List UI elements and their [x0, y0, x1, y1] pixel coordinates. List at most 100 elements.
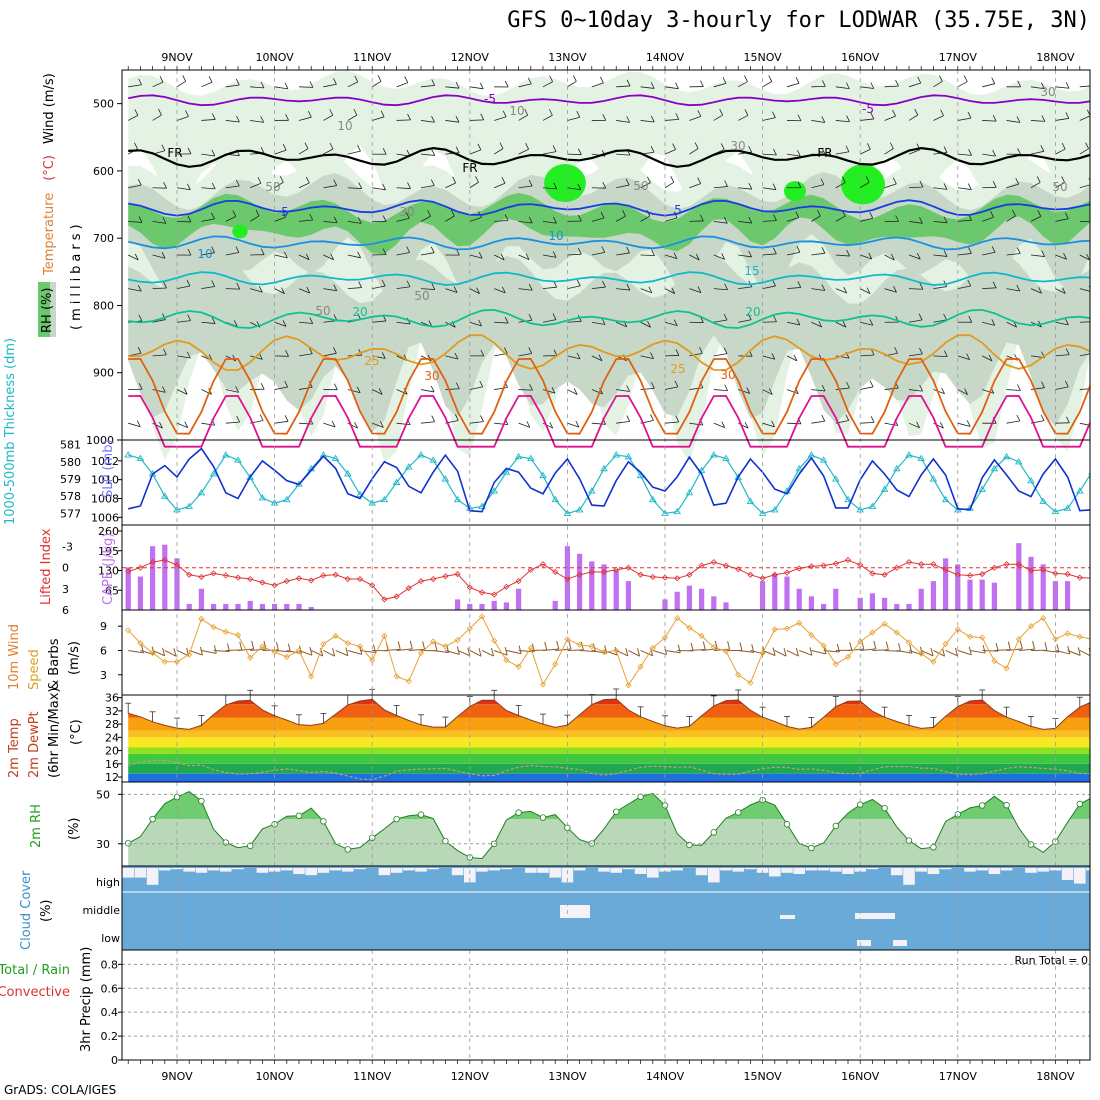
high-cloud-gap [293, 868, 305, 874]
footer-credit: GrADS: COLA/IGES [4, 1083, 117, 1097]
wind-barb-flag [285, 114, 289, 121]
surface-barb [152, 650, 165, 657]
li-marker [905, 559, 913, 566]
wind-barb [201, 153, 215, 157]
wind-barb-flag [284, 82, 289, 90]
wind-barb-flag [1086, 253, 1090, 261]
wind-barb-flag [1065, 318, 1069, 326]
high-cloud-gap [988, 868, 1001, 874]
surface-barb [457, 650, 471, 657]
surface-barb-flag [409, 640, 413, 650]
wind-barb-flag [889, 142, 894, 149]
wind-barb [1006, 321, 1017, 328]
slp-tick: 1010 [91, 474, 119, 487]
wind-barb [640, 182, 651, 189]
surface-barb [359, 649, 376, 654]
surface-barb-flag [422, 641, 426, 650]
temp-tick: 24 [105, 731, 119, 744]
wind-barb-flag [723, 347, 728, 354]
cape-bar [699, 588, 705, 610]
wind-barb [933, 422, 944, 429]
wind-barb-flag [772, 183, 777, 190]
wind-barb-flag [475, 176, 479, 183]
wind-barb-flag [868, 252, 873, 260]
wind-barb-flag [964, 388, 968, 395]
wind-barb [591, 217, 605, 222]
wind-barb [128, 422, 141, 428]
wind-barb-flag [602, 114, 607, 121]
wind-barb-flag [1041, 115, 1046, 122]
wind-barb [445, 388, 460, 390]
wind-barb [201, 321, 216, 324]
wind-barb-flag [1016, 414, 1021, 422]
surface-barb [323, 650, 335, 657]
wind-barb [762, 153, 777, 156]
wind-barb [176, 355, 191, 359]
y-tick-label: 900 [93, 367, 114, 380]
li-marker [576, 571, 583, 578]
rh-marker [808, 844, 815, 852]
wind-barb-flag [721, 421, 726, 428]
wind-barb [128, 84, 142, 88]
wind-barb [713, 220, 728, 224]
wind-barb-flag [382, 248, 387, 255]
isotherm-10 [127, 235, 1090, 251]
wind-barb [689, 183, 701, 189]
wind-barb-flag [1091, 80, 1094, 86]
wind-marker [722, 648, 730, 655]
wind-barb [420, 421, 435, 424]
wind-marker [1003, 665, 1010, 672]
wind-barb-flag [257, 177, 262, 184]
cape-bar [1065, 581, 1071, 610]
wind-barb [250, 355, 263, 360]
wind-barb [786, 251, 800, 256]
wind-barb-flag [183, 388, 188, 395]
mid-cloud-gap [857, 940, 871, 946]
wind-barb-flag [992, 114, 997, 122]
wind-barb-flag [576, 111, 581, 118]
wind-barb [664, 86, 679, 90]
wind-barb-flag [479, 82, 484, 89]
surface-barb [469, 650, 482, 657]
surface-barb [1067, 650, 1081, 656]
wind-barb [835, 182, 846, 189]
wind-barb-flag [601, 246, 606, 253]
surface-barb [164, 650, 177, 657]
surface-barb-flag [1088, 647, 1090, 654]
high-cloud-gap [256, 868, 269, 873]
wind-barb-flag [895, 79, 899, 87]
li-marker [625, 564, 632, 571]
li-marker [881, 571, 888, 578]
wind-barb [201, 389, 212, 395]
wind-barb-flag [1036, 176, 1041, 183]
thickness-marker [929, 475, 938, 482]
date-label-bottom: 17NOV [939, 1070, 978, 1083]
wind-barb-flag [358, 281, 362, 288]
wind-barb [616, 184, 630, 189]
cape-bar [930, 581, 936, 610]
rh-area-low [128, 791, 1090, 866]
wind-barb [908, 114, 918, 121]
li-marker [942, 566, 949, 573]
wind-barb-flag [500, 253, 505, 261]
li-marker [149, 559, 156, 566]
wind-barb [713, 319, 728, 323]
cape-bar [150, 546, 156, 610]
thickness-marker [832, 475, 840, 482]
thickness-marker [1063, 504, 1072, 511]
rh-legend-label: RH (%) [40, 288, 55, 333]
wind-barb-flag [380, 110, 385, 117]
wind-barb-flag [647, 176, 651, 183]
wind-barb-flag [431, 415, 436, 422]
wind-barb [713, 353, 728, 357]
mb-text: (millibars) [69, 220, 84, 330]
wind-barb-flag [626, 246, 630, 254]
date-label-bottom: 18NOV [1036, 1070, 1075, 1083]
precip-tick: 0.8 [101, 958, 119, 971]
surface-barb-flag [1032, 641, 1036, 650]
wind-barb-flag [136, 420, 141, 427]
slp-tick: 1012 [91, 455, 119, 468]
wind-barb-flag [700, 214, 704, 222]
wind-barb [128, 288, 142, 292]
wind-marker [161, 658, 168, 665]
